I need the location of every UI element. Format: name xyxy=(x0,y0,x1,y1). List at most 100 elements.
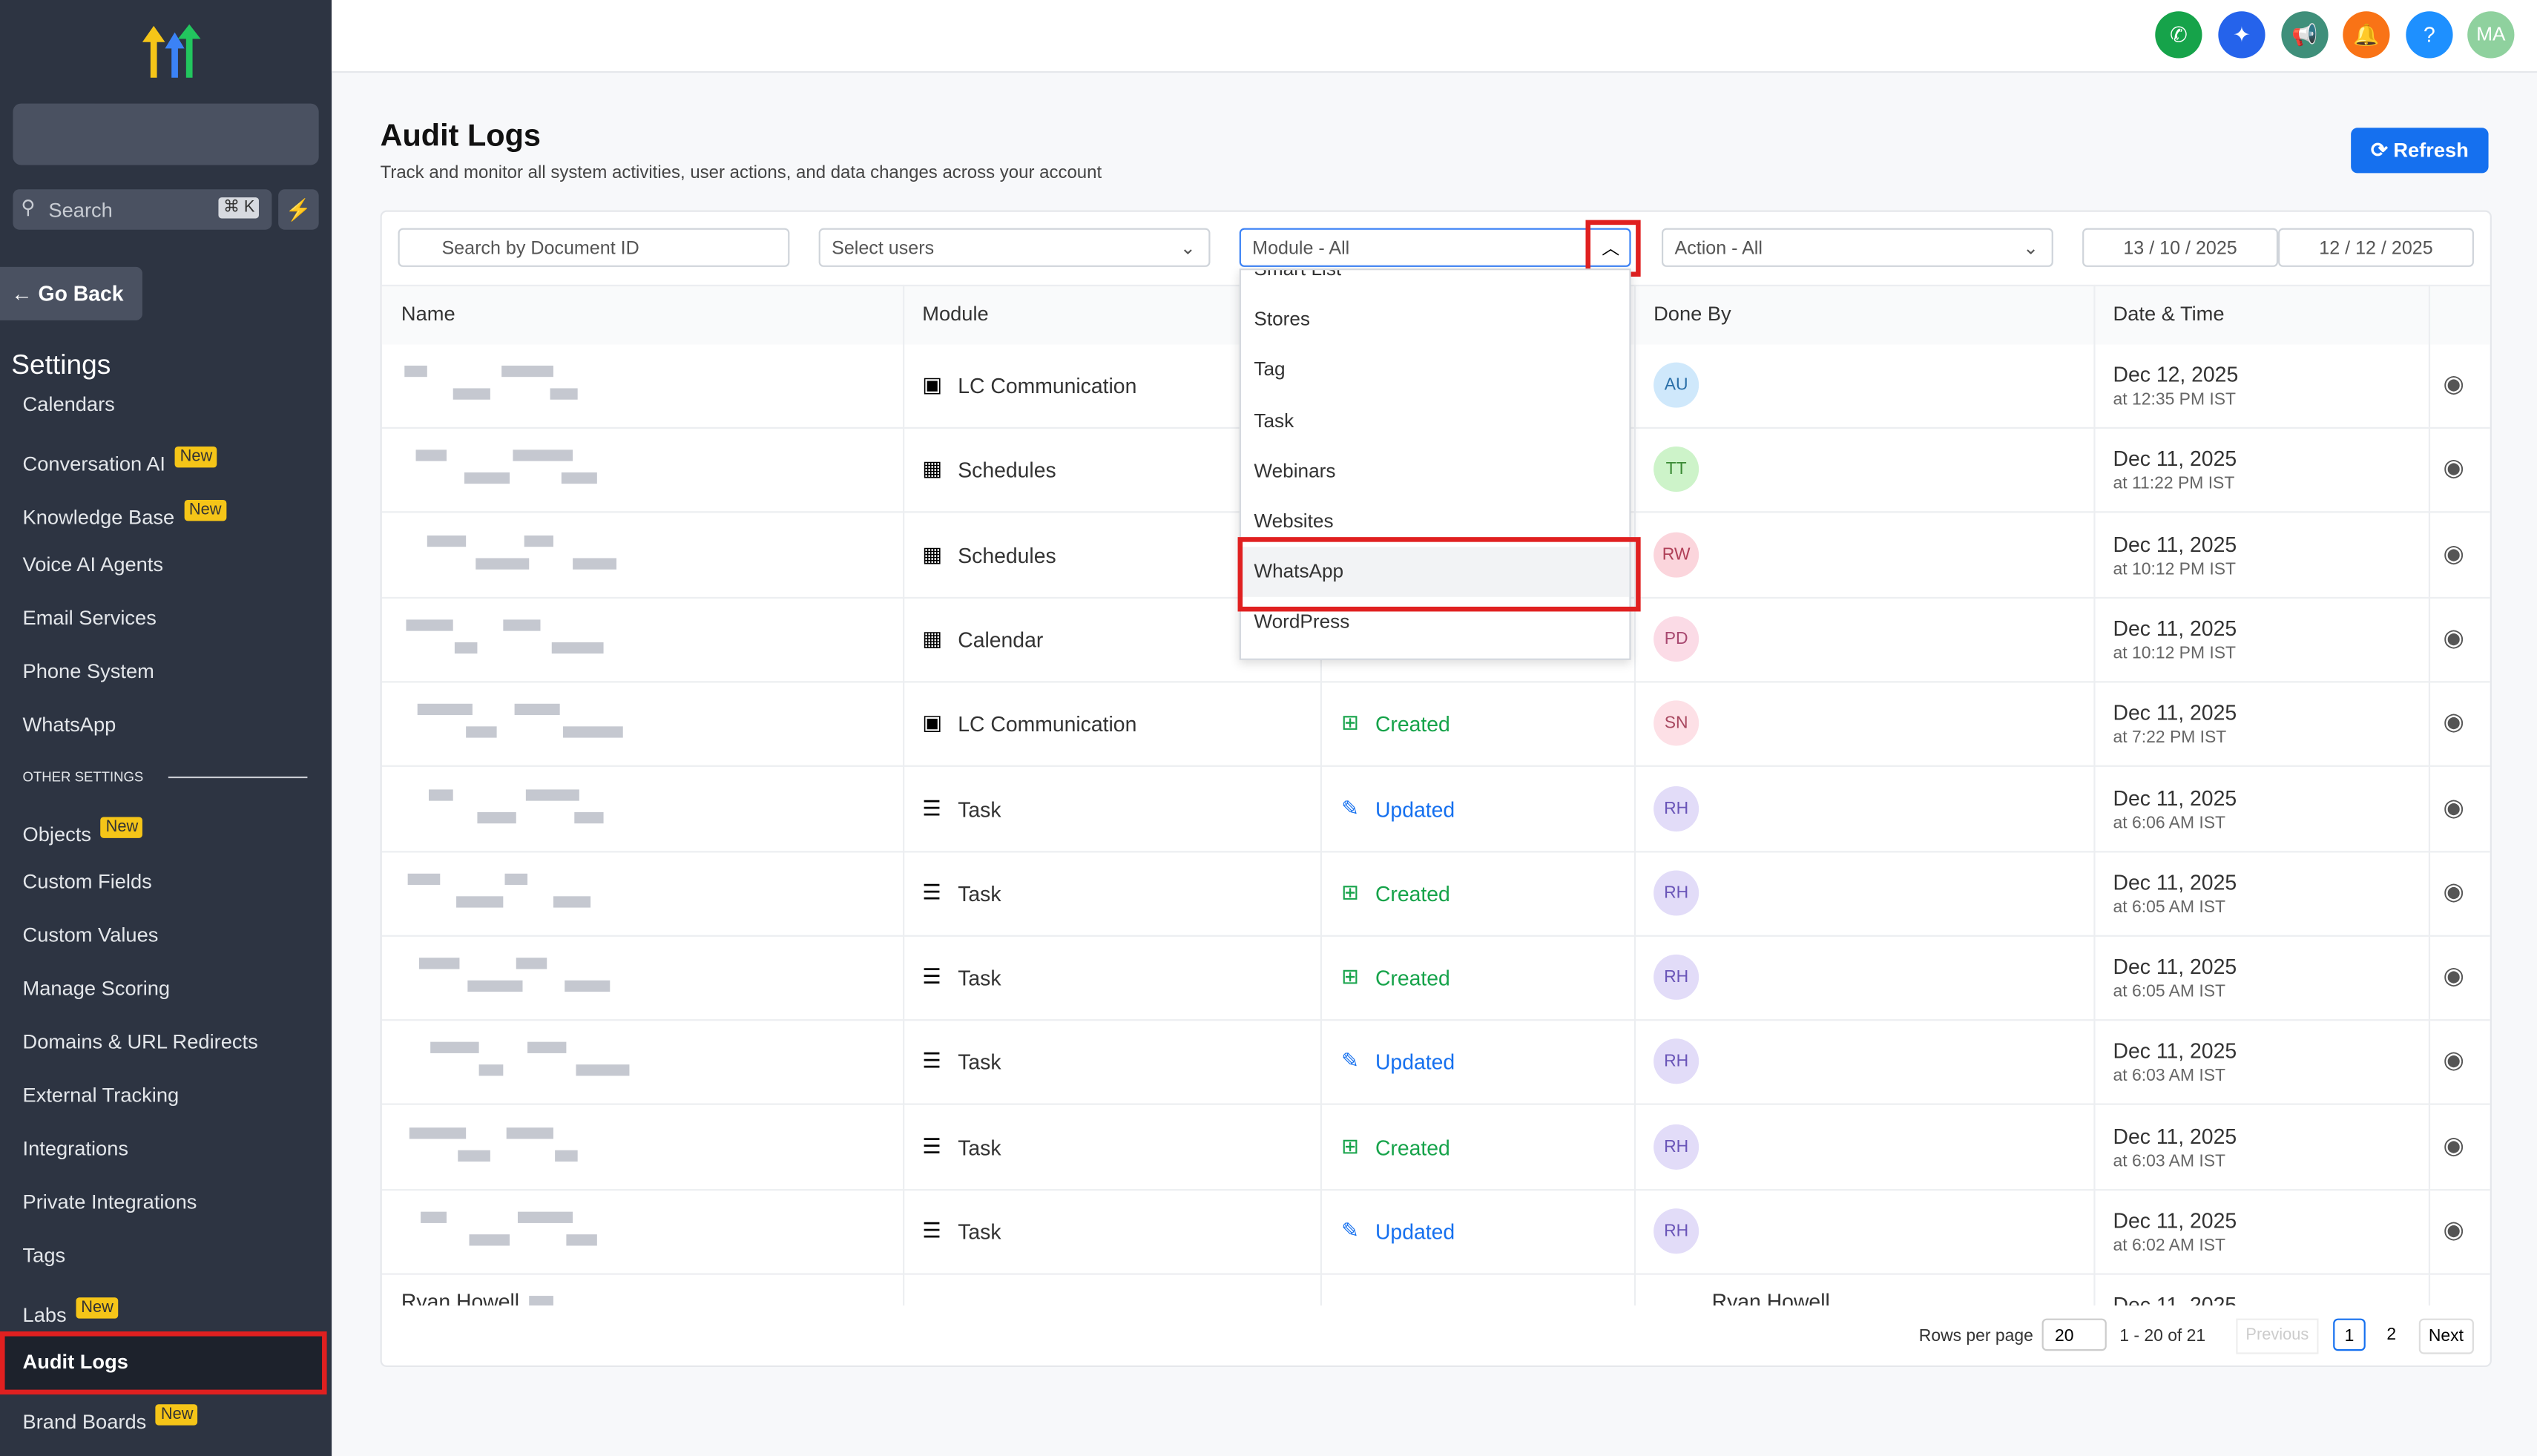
module-icon: ▣ xyxy=(922,710,943,735)
view-button[interactable]: ◉ xyxy=(2443,1047,2465,1075)
view-button[interactable]: ◉ xyxy=(2443,1216,2465,1245)
nav-item[interactable]: Voice AI Agents xyxy=(23,553,163,576)
date-to[interactable]: 12 / 12 / 2025 xyxy=(2278,228,2474,267)
nav-item[interactable]: Manage Scoring xyxy=(23,977,171,1000)
row-divider xyxy=(381,1104,2490,1106)
redacted xyxy=(516,958,547,969)
refresh-button[interactable]: ⟳ Refresh xyxy=(2351,128,2489,174)
module-select[interactable]: Module - All xyxy=(1239,228,1631,267)
help-button[interactable]: ? xyxy=(2406,11,2453,59)
quick-action[interactable]: ⚡ xyxy=(278,189,319,230)
view-button[interactable]: ◉ xyxy=(2443,370,2465,398)
nav-item[interactable]: Knowledge Base New xyxy=(23,499,227,529)
ai-button[interactable]: ✦ xyxy=(2218,11,2265,59)
nav-label: Manage Scoring xyxy=(22,977,171,1000)
search-input[interactable]: Search by Document ID xyxy=(398,228,790,267)
option-hover xyxy=(1240,547,1630,598)
redacted xyxy=(467,980,523,992)
nav-item[interactable]: Integrations xyxy=(23,1137,128,1160)
date-from[interactable]: 13 / 10 / 2025 xyxy=(2082,228,2279,267)
nav-item[interactable]: Custom Fields xyxy=(23,870,152,893)
nav-item[interactable]: Email Services xyxy=(23,607,157,630)
previous-button[interactable]: Previous xyxy=(2236,1318,2319,1354)
nav-item[interactable]: Labs New xyxy=(23,1297,119,1327)
view-button[interactable]: ◉ xyxy=(2443,962,2465,991)
nav-item[interactable]: Phone System xyxy=(23,660,154,683)
nav-item[interactable]: Calendars xyxy=(23,393,115,416)
row-date: Dec 11, 2025 xyxy=(2113,785,2237,810)
view-button[interactable]: ◉ xyxy=(2443,455,2465,483)
row-module: Schedules xyxy=(958,542,1056,567)
view-button[interactable]: ◉ xyxy=(2443,708,2465,737)
dropdown-option[interactable]: WhatsApp xyxy=(1254,560,1344,583)
nav-label: Objects xyxy=(22,823,91,846)
sidebar: Search ⌘ K ⚲ ⚡ ← Go Back Settings OTHER … xyxy=(0,0,332,1456)
dropdown-option[interactable]: Task xyxy=(1254,408,1294,432)
nav-item[interactable]: Conversation AI New xyxy=(23,446,217,475)
phone-button[interactable]: ✆ xyxy=(2155,11,2202,59)
row-date: Dec 11, 2025 xyxy=(2113,447,2237,472)
page-size-select[interactable]: 20 xyxy=(2041,1318,2107,1351)
row-module: Task xyxy=(958,797,1001,821)
view-button[interactable]: ◉ xyxy=(2443,624,2465,652)
redacted xyxy=(573,557,617,569)
page-button[interactable]: 1 xyxy=(2333,1318,2366,1351)
row-module: Task xyxy=(958,881,1001,906)
view-button[interactable]: ◉ xyxy=(2443,539,2465,567)
row-divider xyxy=(381,765,2490,768)
column-divider xyxy=(2093,284,2096,1306)
chevron-up[interactable]: ︿ xyxy=(1602,239,1620,259)
user-avatar: AU xyxy=(1654,362,1699,408)
view-button[interactable]: ◉ xyxy=(2443,1132,2465,1160)
nav-item[interactable]: Brand Boards New xyxy=(23,1404,199,1433)
redacted xyxy=(550,388,578,400)
nav-item[interactable]: Audit Logs xyxy=(23,1351,128,1374)
dropdown-option[interactable]: Websites xyxy=(1254,510,1334,533)
view-button[interactable]: ◉ xyxy=(2443,877,2465,906)
dropdown-option[interactable]: Stores xyxy=(1254,307,1311,331)
nav-item[interactable]: Private Integrations xyxy=(23,1190,197,1213)
dropdown-option[interactable]: Tag xyxy=(1254,358,1286,381)
redacted xyxy=(417,704,473,716)
nav-item[interactable]: Objects New xyxy=(23,817,143,846)
row-divider xyxy=(381,681,2490,683)
search-box[interactable]: Search ⌘ K ⚲ xyxy=(13,189,272,230)
account-switcher[interactable] xyxy=(13,103,319,165)
next-button[interactable]: Next xyxy=(2418,1318,2474,1354)
range-label: 1 - 20 of 21 xyxy=(2119,1326,2206,1346)
redacted xyxy=(513,449,573,462)
view-button[interactable]: ◉ xyxy=(2443,793,2465,821)
nav-label: Custom Values xyxy=(22,923,159,946)
module-select-label: Module - All xyxy=(1252,239,1350,259)
nav-item[interactable]: Domains & URL Redirects xyxy=(23,1030,258,1053)
nav-item[interactable]: Tags xyxy=(23,1244,66,1267)
user-avatar[interactable]: MA xyxy=(2467,11,2515,59)
announce-button[interactable]: 📢 xyxy=(2281,11,2329,59)
go-back[interactable]: ← Go Back xyxy=(0,266,142,320)
nav-item[interactable]: WhatsApp xyxy=(23,714,116,737)
page-button[interactable]: 2 xyxy=(2386,1325,2397,1345)
action-select[interactable]: Action - All ⌄ xyxy=(1662,228,2053,267)
notifications-button[interactable]: 🔔 xyxy=(2343,11,2390,59)
dropdown-option[interactable]: WordPress xyxy=(1254,610,1350,633)
redacted xyxy=(464,472,510,484)
redacted xyxy=(529,1296,553,1306)
shortcut: ⌘ K xyxy=(218,197,260,219)
row-time: at 11:22 PM IST xyxy=(2113,474,2235,494)
users-select[interactable]: Select users ⌄ xyxy=(818,228,1211,267)
date-to-text: 12 / 12 / 2025 xyxy=(2319,239,2433,259)
column-header: Module xyxy=(922,302,989,326)
redacted xyxy=(458,1150,490,1162)
nav-item[interactable]: External Tracking xyxy=(23,1084,180,1107)
row-action: Updated xyxy=(1375,1219,1455,1245)
redacted xyxy=(469,1234,510,1246)
module-dropdown: Smart List Stores Tag Task Webinars Websites W… xyxy=(1239,269,1631,660)
row-time: at 6:05 AM IST xyxy=(2113,897,2226,918)
dropdown-option[interactable]: Smart List xyxy=(1254,270,1341,280)
dropdown-option[interactable]: Webinars xyxy=(1254,458,1336,482)
nav-item[interactable]: Custom Values xyxy=(23,923,159,946)
view-button[interactable]: ◉ xyxy=(2443,1299,2464,1305)
row-module: LC Communication xyxy=(958,712,1137,737)
table-body: ▣ LC Communication AU Dec 12, 2025 at 12:35 … xyxy=(381,343,2490,1306)
